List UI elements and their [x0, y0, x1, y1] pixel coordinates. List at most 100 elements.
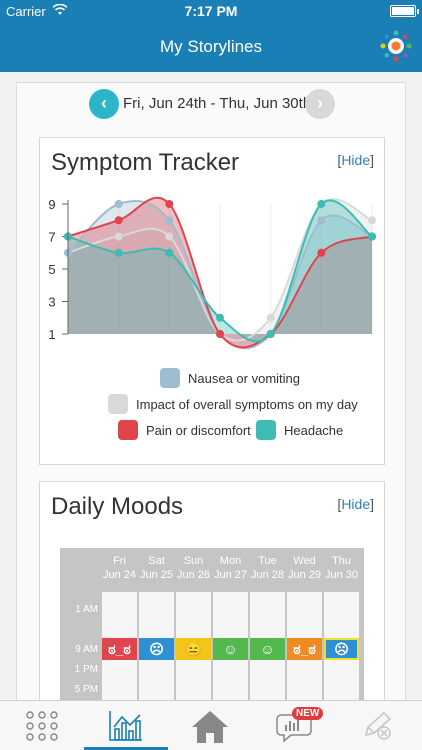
- mood-day-header: Wed Jun 29: [286, 554, 323, 582]
- day-of-week: Sat: [148, 555, 165, 567]
- tab-menu[interactable]: [0, 701, 84, 750]
- series-area: [68, 199, 372, 341]
- card-title: Daily Moods: [51, 493, 184, 520]
- new-badge: NEW: [292, 707, 324, 720]
- time-label: 9 AM: [75, 644, 98, 655]
- page-title: My Storylines: [159, 37, 263, 56]
- home-icon: [192, 711, 228, 743]
- bar-chart-icon: [109, 711, 142, 741]
- legend-swatch: [108, 394, 128, 414]
- day-date: Jun 25: [139, 569, 174, 581]
- data-point: [368, 232, 376, 241]
- day-of-week: Tue: [258, 555, 277, 567]
- day-of-week: Sun: [183, 555, 204, 567]
- mood-sad-icon[interactable]: ☹: [139, 638, 174, 660]
- mood-day-header: Tue Jun 28: [249, 554, 286, 582]
- storyline-panel: ‹ Fri, Jun 24th - Thu, Jun 30th › Sympto…: [16, 82, 407, 704]
- mood-day-header: Fri Jun 24: [101, 554, 138, 582]
- app-logo-icon[interactable]: [378, 28, 414, 64]
- data-point: [317, 216, 326, 225]
- tab-messages[interactable]: NEW: [252, 701, 336, 750]
- data-point: [216, 330, 224, 338]
- day-of-week: Wed: [293, 555, 316, 567]
- time-label: 1 AM: [75, 604, 98, 615]
- legend-label: Headache: [284, 423, 344, 438]
- symptom-chart: 1 3 5 7 9: [48, 196, 376, 350]
- series-area: [68, 200, 372, 342]
- data-point: [165, 200, 174, 208]
- mood-grid: Fri Jun 24 Sat Jun 25 Sun Jun 26 Mon Jun 27 Tue J…: [60, 548, 364, 704]
- legend-label: Nausea or vomiting: [188, 371, 300, 386]
- data-point: [114, 248, 123, 257]
- y-tick-label: 1: [48, 327, 55, 342]
- day-date: Jun 30: [324, 569, 359, 581]
- mood-day-header: Sun Jun 26: [175, 554, 212, 582]
- chevron-left-icon[interactable]: ‹: [89, 89, 119, 119]
- data-point: [114, 200, 123, 208]
- tab-storylines[interactable]: [84, 701, 168, 750]
- legend-swatch: [256, 420, 276, 440]
- day-of-week: Thu: [332, 555, 351, 567]
- day-date: Jun 27: [213, 569, 248, 581]
- mood-happy-icon[interactable]: ☺: [213, 638, 248, 660]
- series-area: [68, 197, 372, 348]
- data-point: [114, 232, 123, 241]
- tab-edit[interactable]: [336, 701, 420, 750]
- day-date: Jun 24: [102, 569, 137, 581]
- day-of-week: Mon: [219, 555, 242, 567]
- mood-meh-icon[interactable]: 😑: [176, 638, 211, 660]
- clock: 7:17 PM: [184, 3, 238, 19]
- y-tick-label: 7: [48, 230, 55, 245]
- mood-day-header: Thu Jun 30: [323, 554, 360, 582]
- data-point: [317, 248, 326, 257]
- data-point: [114, 216, 123, 225]
- y-tick-label: 3: [48, 295, 55, 310]
- hide-moods-link[interactable]: [Hide]: [337, 496, 374, 512]
- data-point: [266, 313, 275, 322]
- mood-day-header: Sat Jun 25: [138, 554, 175, 582]
- mood-angry-icon[interactable]: ಠ_ಠ: [102, 638, 137, 660]
- battery-icon: [390, 5, 419, 17]
- data-point: [165, 232, 174, 241]
- tab-bar: NEW: [0, 700, 422, 750]
- data-point: [165, 248, 174, 257]
- hide-symptom-link[interactable]: [Hide]: [337, 152, 374, 168]
- hide-link-label[interactable]: Hide: [341, 496, 371, 512]
- data-point: [216, 313, 224, 322]
- nav-bar: My Storylines: [0, 22, 422, 72]
- carrier-label: Carrier: [6, 4, 46, 19]
- grid-menu-icon: [26, 711, 58, 741]
- card-title: Symptom Tracker: [51, 149, 240, 176]
- mood-angry-icon[interactable]: ಠ_ಠ: [287, 638, 322, 660]
- data-point: [165, 216, 174, 225]
- day-date: Jun 26: [176, 569, 211, 581]
- wifi-icon: [52, 3, 68, 19]
- time-label: 5 PM: [74, 684, 98, 695]
- y-tick-label: 5: [48, 262, 55, 277]
- mood-sad-icon[interactable]: ☹: [324, 638, 359, 660]
- y-tick-label: 9: [48, 197, 55, 212]
- tab-home[interactable]: [168, 701, 252, 750]
- hide-link-label[interactable]: Hide: [341, 152, 371, 168]
- day-date: Jun 28: [250, 569, 285, 581]
- day-of-week: Fri: [113, 555, 126, 567]
- chevron-right-icon[interactable]: ›: [305, 89, 335, 119]
- status-bar: Carrier 7:17 PM: [0, 0, 422, 22]
- date-range-label: Fri, Jun 24th - Thu, Jun 30th: [123, 95, 312, 112]
- mood-day-header: Mon Jun 27: [212, 554, 249, 582]
- day-date: Jun 29: [287, 569, 322, 581]
- date-range-nav: ‹ Fri, Jun 24th - Thu, Jun 30th ›: [17, 87, 407, 119]
- legend-label: Impact of overall symptoms on my day: [136, 397, 358, 412]
- legend-label: Pain or discomfort: [146, 423, 251, 438]
- daily-moods-card: Daily Moods [Hide] Fri Jun 24 Sat Jun 25 Sun…: [39, 481, 385, 704]
- edit-pencil-icon: [364, 711, 392, 740]
- data-point: [266, 330, 275, 338]
- legend-swatch: [118, 420, 138, 440]
- time-label: 1 PM: [74, 664, 98, 675]
- mood-happy-icon[interactable]: ☺: [250, 638, 285, 660]
- symptom-tracker-card: Symptom Tracker [Hide] 1 3 5 7 9 Nausea or v…: [39, 137, 385, 465]
- data-point: [317, 200, 326, 208]
- data-point: [368, 216, 376, 225]
- legend-swatch: [160, 368, 180, 388]
- series-area: [68, 200, 372, 349]
